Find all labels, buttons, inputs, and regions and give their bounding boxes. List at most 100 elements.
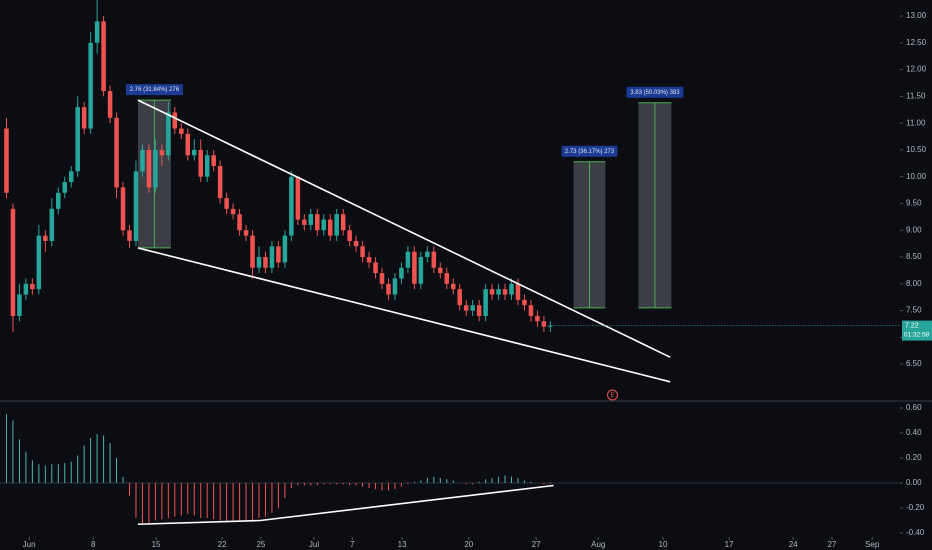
x-tick-label: Jul	[309, 540, 319, 549]
x-tick-label: 20	[464, 540, 473, 549]
candle-body	[334, 214, 339, 236]
y-tick-label: 10.00	[906, 172, 927, 181]
candle-body	[140, 149, 145, 172]
measure-label: 2.76 (31.84%) 276	[130, 87, 180, 93]
candle-body	[489, 289, 495, 295]
candle-body	[366, 257, 372, 263]
candle-body	[418, 257, 424, 284]
candle-body	[431, 251, 437, 268]
candle-body	[101, 21, 106, 92]
y-tick-label: -0.20	[906, 503, 925, 512]
y-tick-label: 0.60	[906, 403, 922, 412]
candle-body	[30, 283, 35, 290]
candle-body	[49, 208, 55, 241]
candle-body	[17, 294, 22, 316]
trendline	[137, 247, 671, 383]
trendline	[137, 484, 554, 526]
candle-body	[133, 171, 139, 241]
candle-body	[256, 257, 262, 268]
y-tick-label: 8.00	[906, 279, 922, 288]
candle-body	[230, 208, 236, 215]
x-tick-label: 13	[398, 540, 407, 549]
x-tick-label: 17	[725, 540, 734, 549]
measure-label-bg	[626, 86, 684, 98]
candle-body	[399, 267, 404, 279]
candle-body	[321, 219, 327, 231]
x-tick-label: 24	[789, 540, 798, 549]
candle-body	[211, 155, 216, 166]
candle-body	[373, 262, 378, 274]
x-tick-label: Jun	[23, 540, 36, 549]
candle-body	[509, 283, 514, 295]
candle-body	[88, 42, 93, 129]
candle-body	[528, 305, 534, 316]
candle-body	[308, 214, 314, 225]
candle-body	[36, 235, 42, 290]
y-tick-label: 12.50	[906, 38, 927, 47]
candle-body	[360, 246, 365, 258]
candle-body	[172, 112, 178, 129]
candle-body	[217, 165, 223, 199]
candle-body	[68, 171, 74, 183]
candle-body	[483, 289, 488, 316]
candle-body	[146, 149, 152, 188]
candle-body	[185, 133, 191, 156]
y-tick-label: 11.50	[906, 91, 926, 100]
y-tick-label: 8.50	[906, 252, 922, 261]
candle-body	[340, 214, 346, 231]
candle-body	[353, 240, 359, 247]
candle-body	[444, 273, 450, 284]
y-tick-label: 9.00	[906, 225, 922, 234]
candle-body	[541, 321, 547, 327]
candle-body	[347, 230, 352, 241]
candle-body	[224, 198, 229, 209]
candle-body	[10, 208, 16, 316]
candle-body	[282, 235, 288, 263]
y-tick-label: 11.00	[906, 118, 926, 127]
candle-body	[4, 128, 9, 193]
last-price-box	[902, 320, 932, 341]
candle-body	[81, 107, 87, 129]
candle-body	[295, 176, 301, 220]
candle-body	[463, 305, 469, 311]
y-tick-label: 0.40	[906, 428, 922, 437]
y-tick-label: 10.50	[906, 145, 927, 154]
y-tick-label: -0.40	[906, 528, 925, 537]
candle-body	[250, 235, 255, 268]
y-tick-label: 6.50	[906, 359, 922, 368]
x-tick-label: 7	[350, 540, 355, 549]
countdown-label: 01:32:58	[904, 331, 930, 338]
y-tick-label: 9.50	[906, 199, 922, 208]
candle-body	[75, 107, 80, 172]
candle-body	[43, 235, 48, 241]
y-tick-label: 0.00	[906, 478, 922, 487]
candle-body	[191, 149, 197, 156]
x-tick-label: 10	[659, 540, 668, 549]
trendline	[137, 99, 671, 358]
candle-body	[107, 91, 113, 118]
candle-body	[153, 149, 158, 188]
candle-body	[243, 230, 249, 236]
candle-body	[198, 149, 203, 177]
candle-body	[405, 251, 411, 268]
candle-body	[114, 117, 119, 188]
candle-body	[289, 176, 294, 236]
x-tick-label: 8	[91, 540, 96, 549]
x-tick-label: 15	[152, 540, 161, 549]
y-tick-label: 12.00	[906, 65, 927, 74]
candle-body	[269, 246, 275, 268]
y-tick-label: 7.50	[906, 306, 922, 315]
candle-body	[159, 149, 165, 156]
measure-label: 3.83 (50.03%) 383	[630, 90, 680, 96]
candle-body	[302, 219, 307, 225]
candle-body	[515, 283, 521, 300]
measure-label-bg	[125, 84, 183, 96]
candle-body	[522, 299, 527, 306]
measure-label: 2.73 (36.17%) 273	[565, 149, 615, 155]
candle-body	[23, 283, 29, 295]
candle-body	[120, 187, 126, 231]
candle-body	[470, 305, 475, 311]
candle-body	[263, 257, 268, 268]
